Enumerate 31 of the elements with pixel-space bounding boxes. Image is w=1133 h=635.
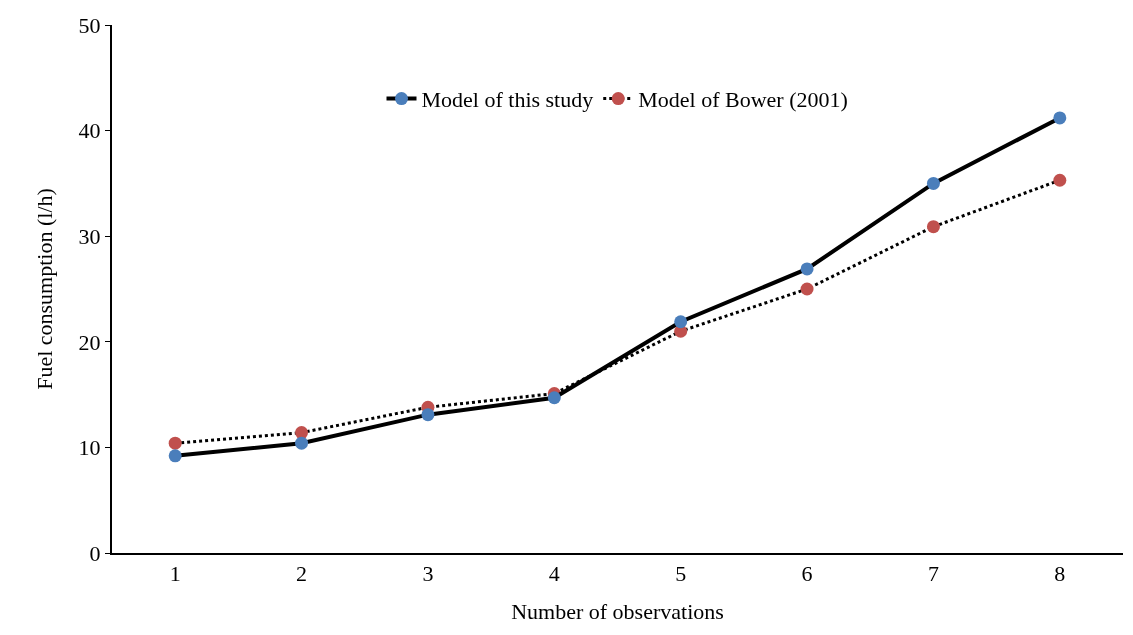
y-tick-label: 40 <box>78 118 101 144</box>
y-tick-label: 30 <box>78 223 101 249</box>
y-tick-label: 10 <box>78 435 101 461</box>
point <box>168 449 182 463</box>
x-tick-label: 3 <box>422 561 434 587</box>
x-tick-label: 4 <box>548 561 560 587</box>
point <box>1053 173 1067 187</box>
y-tick-label: 20 <box>78 329 101 355</box>
x-tick-label: 7 <box>927 561 939 587</box>
point <box>295 426 309 440</box>
y-axis-title: Fuel consumption (l/h) <box>31 188 57 390</box>
point <box>547 391 561 405</box>
x-tick-label: 2 <box>296 561 308 587</box>
point <box>1053 111 1067 125</box>
legend-label: Model of Bower (2001) <box>638 87 848 113</box>
y-tick-label: 0 <box>89 540 101 566</box>
point <box>926 220 940 234</box>
x-tick-label: 6 <box>801 561 813 587</box>
point <box>168 436 182 450</box>
point <box>674 315 688 329</box>
point <box>421 408 435 422</box>
x-tick-label: 1 <box>169 561 181 587</box>
point <box>926 176 940 190</box>
point <box>800 262 814 276</box>
x-tick-label: 5 <box>675 561 687 587</box>
y-tick-label: 50 <box>78 12 101 38</box>
legend-label: Model of this study <box>421 87 594 113</box>
x-axis-title: Number of observations <box>511 598 724 624</box>
x-tick-label: 8 <box>1054 561 1066 587</box>
point <box>800 282 814 296</box>
point <box>295 436 309 450</box>
